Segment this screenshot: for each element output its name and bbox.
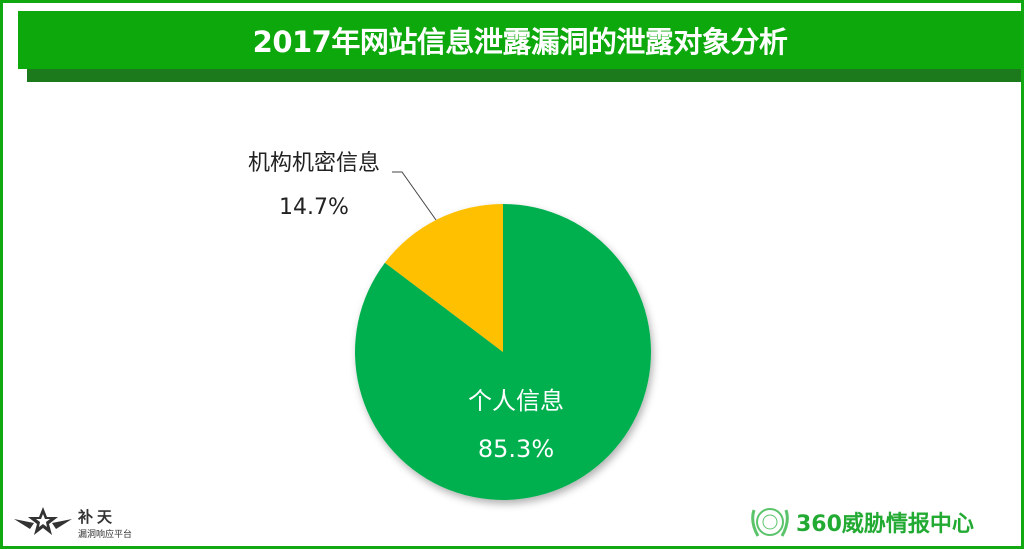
title-banner: 2017年网站信息泄露漏洞的泄露对象分析 (18, 11, 1022, 69)
star-wings-icon (14, 507, 72, 535)
threat-center-name: 360威胁情报中心 (796, 512, 974, 537)
butian-name: 补天 (78, 508, 117, 526)
un-emblem-icon (751, 508, 789, 537)
slice-value-personal: 85.3% (478, 435, 554, 463)
slice-value-org: 14.7% (279, 195, 349, 220)
chart-title: 2017年网站信息泄露漏洞的泄露对象分析 (252, 25, 788, 59)
slice-label-org: 机构机密信息 (248, 151, 380, 176)
leader-line (392, 171, 437, 221)
butian-logo: 补天 漏洞响应平台 (12, 505, 132, 541)
butian-sub: 漏洞响应平台 (78, 530, 133, 540)
threat-center-logo: 360威胁情报中心 (748, 502, 974, 542)
pie-slice-1 (384, 204, 503, 352)
slice-label-personal: 个人信息 (468, 387, 564, 415)
